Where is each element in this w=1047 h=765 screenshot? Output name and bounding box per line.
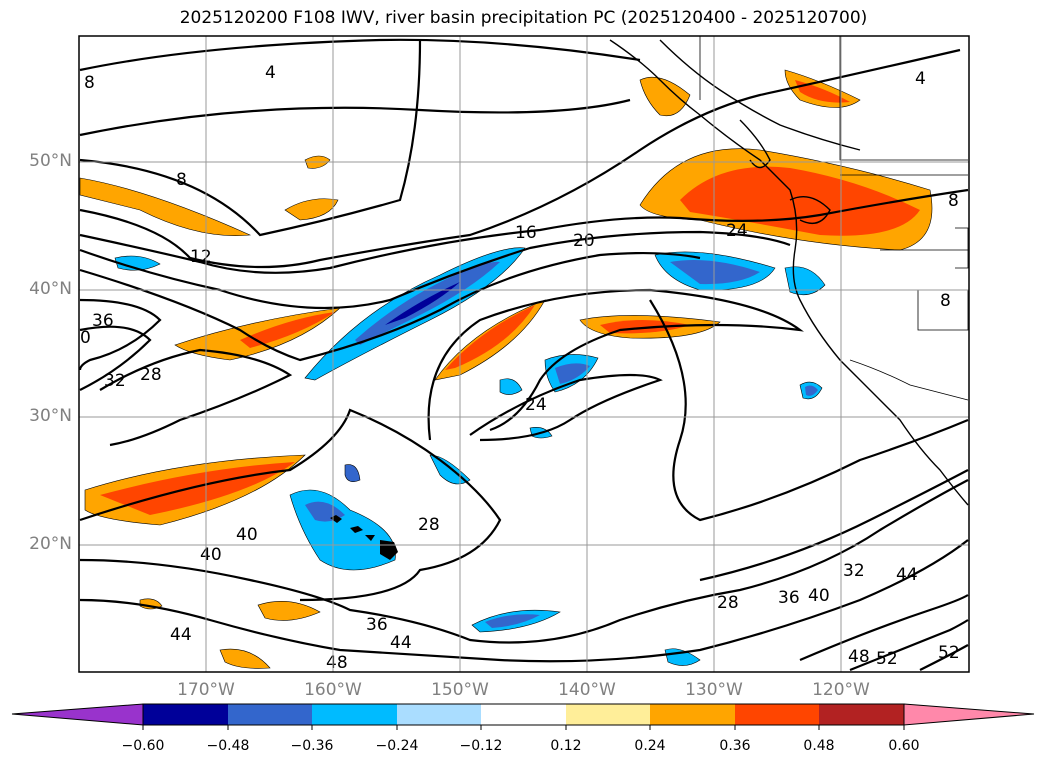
colorbar-extend-high	[903, 703, 1035, 726]
contour-label: 0	[80, 328, 91, 348]
contour-label: 36	[778, 588, 800, 608]
colorbar-tick-label: −0.48	[206, 738, 250, 754]
colorbar-tick-label: −0.24	[375, 738, 419, 754]
colorbar-bin	[228, 704, 312, 725]
colorbar-tick-label: 0.36	[719, 738, 751, 754]
contour-labels: 4 8 8 12 16 20 24 24 28 28 32 36 36 40 4…	[80, 63, 960, 673]
lon-label: 160°W	[304, 680, 362, 700]
contour-label: 32	[104, 371, 126, 391]
contour-label: 32	[843, 561, 865, 581]
contour-label: 52	[938, 643, 960, 663]
colorbar	[11, 703, 1035, 730]
colorbar-bin	[143, 704, 228, 725]
contour-label: 4	[265, 63, 276, 83]
colorbar-tick-label: −0.12	[459, 738, 503, 754]
colorbar-tick-label: 0.12	[550, 738, 582, 754]
colorbar-tick-label: 0.48	[803, 738, 835, 754]
contour-label: 8	[948, 191, 959, 211]
contour-label: 36	[366, 615, 388, 635]
contour-label: 8	[940, 291, 951, 311]
borders	[699, 36, 969, 401]
colorbar-bin	[650, 704, 735, 725]
contour-label: 40	[200, 545, 222, 565]
lon-label: 120°W	[812, 680, 870, 700]
contour-label: 4	[915, 69, 926, 89]
contour-label: 40	[236, 525, 258, 545]
colorbar-bin	[566, 704, 650, 725]
contour-label: 8	[176, 170, 187, 190]
contour-label: 44	[390, 633, 412, 653]
lon-label: 130°W	[685, 680, 743, 700]
contour-label: 48	[848, 647, 870, 667]
contour-label: 44	[170, 625, 192, 645]
contour-label: 36	[92, 311, 114, 331]
lat-label: 40°N	[29, 279, 72, 299]
lon-label: 140°W	[558, 680, 616, 700]
contour-label: 16	[515, 223, 537, 243]
graticule	[79, 36, 969, 672]
coastline	[609, 39, 969, 506]
colorbar-tick-label: −0.36	[290, 738, 334, 754]
contour-label: 12	[190, 247, 212, 267]
lon-label: 150°W	[431, 680, 489, 700]
iwv-contours	[79, 38, 969, 672]
lat-label: 20°N	[29, 534, 72, 554]
colorbar-bin	[481, 704, 566, 725]
contour-label: 8	[84, 73, 95, 93]
contour-label: 28	[717, 593, 739, 613]
contour-label: 24	[525, 395, 547, 415]
contour-label: 28	[140, 365, 162, 385]
map-frame	[78, 35, 970, 673]
contour-label: 20	[573, 231, 595, 251]
map-plot-area: 4 8 8 12 16 20 24 24 28 28 32 36 36 40 4…	[79, 36, 969, 673]
map-title: 2025120200 F108 IWV, river basin precipi…	[179, 8, 868, 28]
lat-label: 30°N	[29, 406, 72, 426]
colorbar-bin	[735, 704, 819, 725]
contour-label: 40	[808, 586, 830, 606]
contour-label: 24	[726, 221, 748, 241]
contour-label: 52	[876, 649, 898, 669]
lon-label: 170°W	[177, 680, 235, 700]
colorbar-extend-low	[11, 703, 144, 726]
colorbar-bin	[397, 704, 481, 725]
contour-label: 28	[418, 515, 440, 535]
lat-label: 50°N	[29, 151, 72, 171]
colorbar-tick-label: 0.24	[634, 738, 666, 754]
colorbar-tick-label: 0.60	[888, 738, 920, 754]
contour-label: 44	[896, 565, 918, 585]
colorbar-bin	[312, 704, 397, 725]
colorbar-tick-label: −0.60	[121, 738, 165, 754]
contour-label: 48	[326, 653, 348, 673]
colorbar-bin	[819, 704, 904, 725]
